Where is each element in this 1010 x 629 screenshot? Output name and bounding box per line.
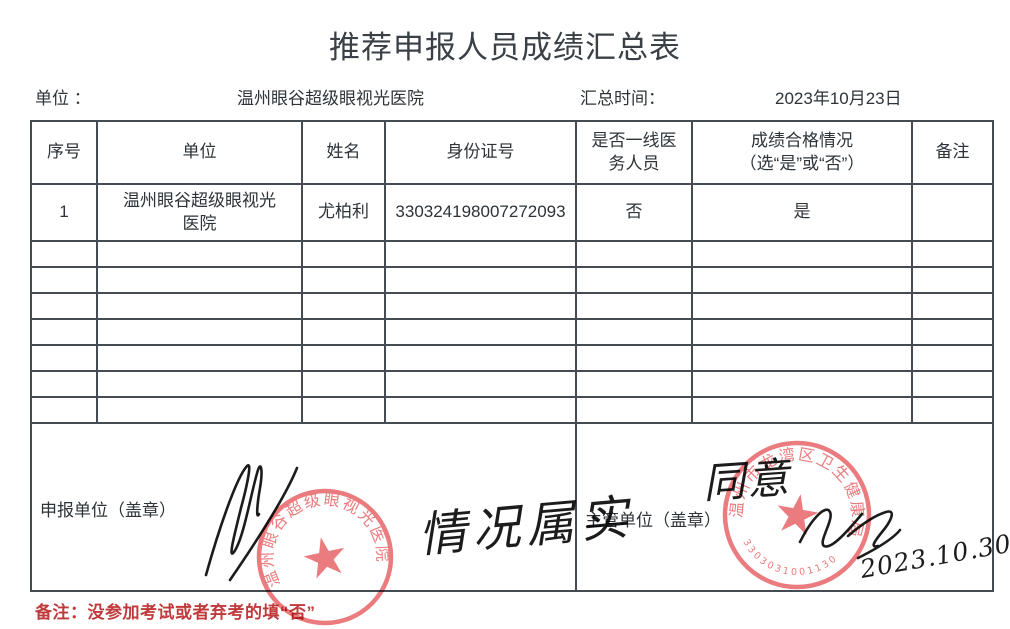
empty-cell — [575, 344, 693, 372]
col-header-id: 身份证号 — [384, 120, 577, 185]
empty-cell — [96, 396, 303, 424]
empty-cell — [575, 318, 693, 346]
empty-cell — [30, 266, 98, 294]
empty-cell — [384, 240, 577, 268]
empty-cell — [301, 370, 386, 398]
empty-cell — [301, 292, 386, 320]
qualified-header-line1: 成绩合格情况 — [751, 131, 853, 151]
empty-cell — [691, 266, 913, 294]
empty-cell — [575, 396, 693, 424]
empty-cell — [30, 318, 98, 346]
empty-cell — [384, 266, 577, 294]
empty-cell — [96, 370, 303, 398]
qualified-header-line2: （选“是”或“否”） — [739, 153, 865, 173]
empty-cell — [691, 344, 913, 372]
unit-label: 单位 ： — [35, 89, 91, 108]
empty-row — [30, 240, 994, 268]
empty-cell — [384, 292, 577, 320]
empty-row — [30, 266, 994, 294]
table-body: 序号 单位 姓名 身份证号 是否一线医务人员 成绩合格情况 （选“是”或“否”）… — [30, 120, 994, 592]
empty-cell — [30, 240, 98, 268]
empty-cell — [575, 240, 693, 268]
table-row: 1 温州眼谷超级眼视光医院 尤柏利 330324198007272093 否 是 — [30, 183, 994, 242]
empty-cell — [691, 396, 913, 424]
cell-name: 尤柏利 — [301, 183, 386, 242]
score-table: 序号 单位 姓名 身份证号 是否一线医务人员 成绩合格情况 （选“是”或“否”）… — [30, 120, 994, 592]
empty-cell — [96, 240, 303, 268]
empty-cell — [30, 344, 98, 372]
empty-row — [30, 292, 994, 320]
col-header-frontline: 是否一线医务人员 — [575, 120, 693, 185]
col-header-qualified: 成绩合格情况 （选“是”或“否”） — [691, 120, 913, 185]
empty-cell — [384, 396, 577, 424]
empty-cell — [911, 344, 994, 372]
empty-cell — [691, 292, 913, 320]
cell-qualified: 是 — [691, 183, 913, 242]
cell-id-number: 330324198007272093 — [384, 183, 577, 242]
header-row: 序号 单位 姓名 身份证号 是否一线医务人员 成绩合格情况 （选“是”或“否”）… — [30, 120, 994, 185]
empty-cell — [301, 318, 386, 346]
empty-cell — [691, 318, 913, 346]
empty-cell — [691, 370, 913, 398]
empty-cell — [30, 292, 98, 320]
empty-row — [30, 370, 994, 398]
empty-cell — [30, 396, 98, 424]
col-header-name: 姓名 — [301, 120, 386, 185]
cell-frontline: 否 — [575, 183, 693, 242]
unit-value: 温州眼谷超级眼视光医院 — [237, 89, 424, 108]
declare-seal-cell: 申报单位（盖章） — [30, 422, 577, 592]
empty-cell — [96, 344, 303, 372]
cell-no: 1 — [30, 183, 98, 242]
empty-cell — [691, 240, 913, 268]
empty-cell — [384, 344, 577, 372]
empty-cell — [96, 318, 303, 346]
empty-cell — [911, 318, 994, 346]
empty-cell — [301, 240, 386, 268]
col-header-unit: 单位 — [96, 120, 303, 185]
empty-cell — [96, 292, 303, 320]
empty-cell — [96, 266, 303, 294]
bottom-row: 申报单位（盖章） 主管单位（盖章） — [30, 422, 994, 592]
empty-row — [30, 396, 994, 424]
empty-cell — [384, 370, 577, 398]
col-header-remark: 备注 — [911, 120, 994, 185]
empty-cell — [575, 266, 693, 294]
empty-cell — [575, 370, 693, 398]
supervise-seal-cell: 主管单位（盖章） — [575, 422, 994, 592]
empty-cell — [911, 266, 994, 294]
empty-row — [30, 318, 994, 346]
time-value: 2023年10月23日 — [775, 89, 902, 108]
empty-row — [30, 344, 994, 372]
page-title: 推荐申报人员成绩汇总表 — [329, 30, 681, 66]
empty-cell — [575, 292, 693, 320]
cell-unit: 温州眼谷超级眼视光医院 — [96, 183, 303, 242]
empty-cell — [301, 266, 386, 294]
time-label: 汇总时间： — [580, 89, 665, 108]
empty-cell — [301, 396, 386, 424]
empty-cell — [911, 396, 994, 424]
empty-cell — [384, 318, 577, 346]
cell-remark — [911, 183, 994, 242]
empty-cell — [911, 370, 994, 398]
empty-cell — [911, 240, 994, 268]
declare-unit-label: 申报单位（盖章） — [40, 501, 176, 521]
empty-cell — [30, 370, 98, 398]
col-header-no: 序号 — [30, 120, 98, 185]
empty-cell — [301, 344, 386, 372]
empty-cell — [911, 292, 994, 320]
supervise-unit-label: 主管单位（盖章） — [585, 511, 721, 531]
bottom-note: 备注：没参加考试或者弃考的填“否” — [35, 603, 316, 622]
